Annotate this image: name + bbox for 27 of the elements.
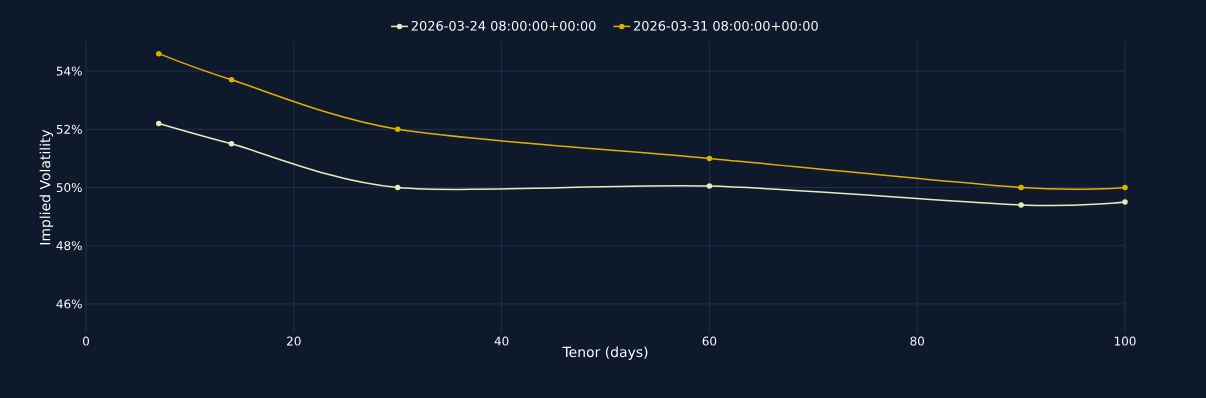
- point: [394, 126, 401, 133]
- point: [1018, 202, 1024, 208]
- y-tick-label: 46%: [56, 299, 82, 309]
- x-tick-label: 60: [702, 336, 717, 346]
- x-axis-title: Tenor (days): [562, 346, 648, 360]
- point: [394, 184, 401, 191]
- point: [155, 120, 162, 127]
- x-tick-label: 80: [910, 336, 925, 346]
- x-tick-label: 0: [82, 336, 90, 346]
- legend-label: 2026-03-24 08:00:00+00:00: [411, 20, 596, 31]
- x-tick-label: 100: [1114, 336, 1136, 346]
- point: [1018, 184, 1024, 191]
- y-tick-label: 48%: [56, 241, 82, 251]
- point: [228, 141, 235, 147]
- y-tick-label: 52%: [56, 124, 82, 134]
- x-tick-label: 40: [494, 336, 509, 346]
- point: [706, 155, 713, 162]
- point: [1122, 199, 1128, 205]
- legend-label: 2026-03-31 08:00:00+00:00: [633, 20, 818, 31]
- point: [706, 183, 713, 189]
- y-tick-label: 54%: [56, 66, 82, 76]
- x-tick-label: 20: [287, 336, 301, 346]
- y-tick-label: 50%: [56, 182, 82, 193]
- point: [155, 50, 162, 57]
- point: [1122, 184, 1128, 191]
- y-axis-title: Implied Volatility: [39, 129, 54, 245]
- point: [228, 77, 235, 83]
